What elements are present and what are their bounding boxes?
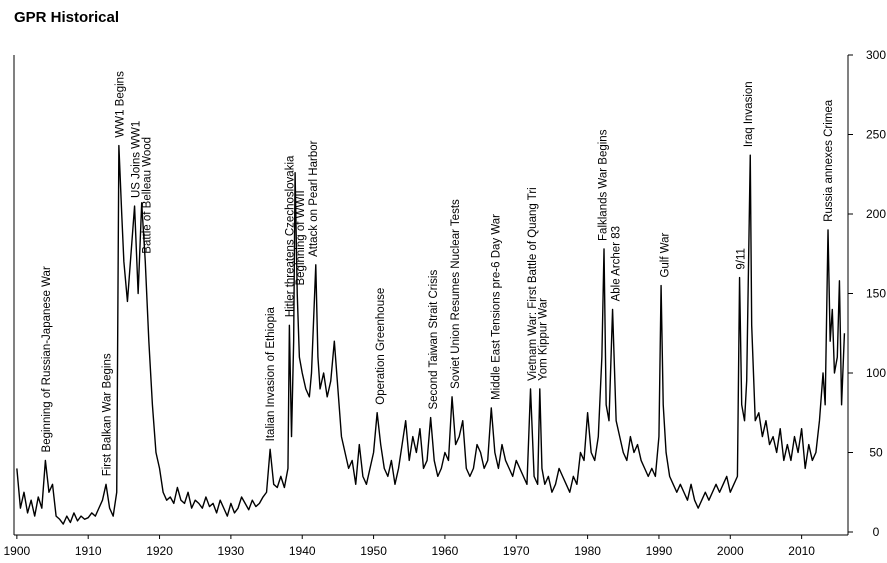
x-tick-label: 1940 bbox=[289, 544, 316, 558]
event-annotation: Gulf War bbox=[660, 232, 672, 277]
y-tick-label: 0 bbox=[873, 525, 880, 539]
event-annotation: Middle East Tensions pre-6 Day War bbox=[491, 214, 503, 400]
event-annotation: Italian Invasion of Ethiopia bbox=[265, 306, 277, 441]
event-annotation: Soviet Union Resumes Nuclear Tests bbox=[450, 199, 462, 389]
x-tick-label: 1990 bbox=[646, 544, 673, 558]
y-tick-label: 300 bbox=[866, 48, 886, 62]
y-tick-label: 250 bbox=[866, 128, 886, 142]
event-annotation: Attack on Pearl Harbor bbox=[308, 140, 320, 257]
event-annotation: Battle of Belleau Wood bbox=[142, 137, 154, 254]
event-annotation: Second Taiwan Strait Crisis bbox=[428, 270, 440, 410]
event-annotation: Beginning of WWII bbox=[295, 190, 307, 285]
x-tick-label: 1910 bbox=[75, 544, 102, 558]
event-annotation: First Balkan War Begins bbox=[102, 353, 114, 476]
event-annotation: US Joins WW1 bbox=[130, 121, 142, 198]
x-tick-label: 2000 bbox=[717, 544, 744, 558]
x-tick-label: 1900 bbox=[4, 544, 31, 558]
event-annotation: Yom Kippur War bbox=[538, 298, 550, 381]
x-tick-label: 1960 bbox=[432, 544, 459, 558]
event-annotation: Beginning of Russian-Japanese War bbox=[41, 266, 53, 452]
y-tick-label: 200 bbox=[866, 207, 886, 221]
x-tick-label: 1980 bbox=[574, 544, 601, 558]
event-annotation: Vietnam War: First Battle of Quang Tri bbox=[527, 187, 539, 381]
x-tick-label: 1920 bbox=[146, 544, 173, 558]
y-tick-label: 50 bbox=[869, 446, 883, 460]
y-tick-label: 100 bbox=[866, 366, 886, 380]
chart-title: GPR Historical bbox=[14, 9, 119, 26]
x-tick-label: 1970 bbox=[503, 544, 530, 558]
gpr-line bbox=[16, 144, 846, 525]
event-annotation: Hitler threatens Czechoslovakia bbox=[284, 155, 296, 317]
event-annotation: Iraq Invasion bbox=[743, 81, 755, 147]
event-annotation: WW1 Begins bbox=[115, 71, 127, 138]
y-tick-label: 150 bbox=[866, 287, 886, 301]
event-annotation: Able Archer 83 bbox=[610, 226, 622, 301]
event-annotation: Russia annexes Crimea bbox=[823, 99, 835, 222]
x-tick-label: 1930 bbox=[218, 544, 245, 558]
event-annotation: 9/11 bbox=[735, 248, 747, 270]
x-tick-label: 2010 bbox=[788, 544, 815, 558]
event-annotation: Falklands War Begins bbox=[598, 129, 610, 241]
event-annotation: Operation Greenhouse bbox=[375, 288, 387, 405]
x-tick-label: 1950 bbox=[360, 544, 387, 558]
